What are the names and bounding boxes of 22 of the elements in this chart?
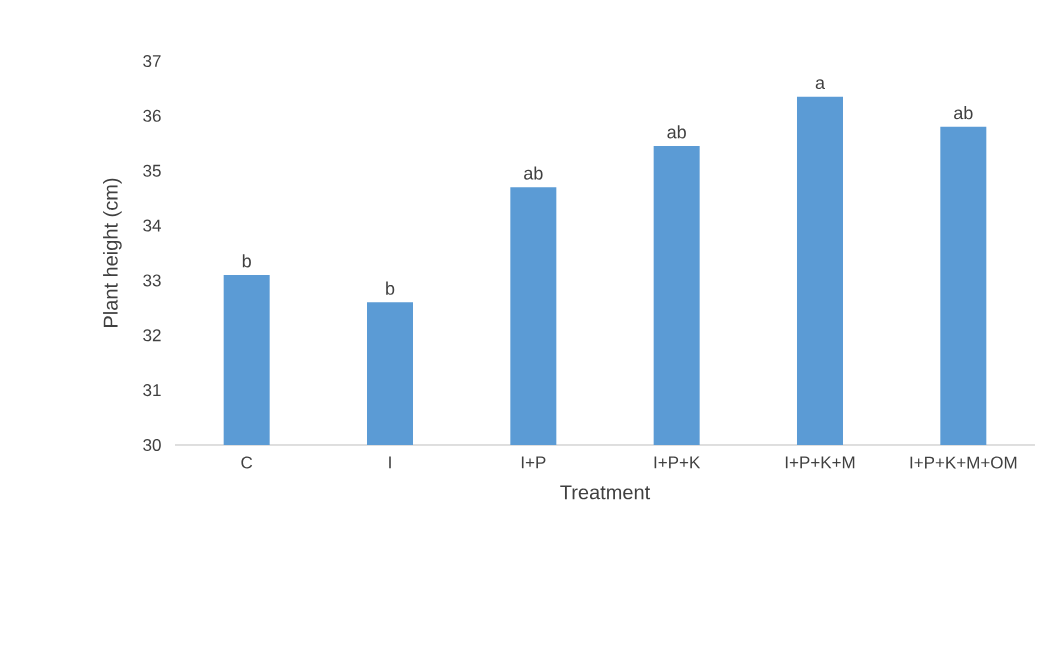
y-tick-label: 37: [143, 54, 161, 68]
y-tick-label: 36: [143, 109, 161, 122]
x-tick-label: I+P+K+M+OM: [910, 456, 1017, 469]
y-tick-label: 31: [143, 384, 161, 397]
annotation: a: [815, 79, 825, 90]
x-tick-label: I+P: [521, 456, 546, 469]
x-tick-label: I: [389, 456, 391, 469]
annotation: b: [242, 254, 251, 268]
annotation: ab: [954, 106, 973, 120]
x-axis-title: Treatment: [560, 485, 651, 500]
x-tick-label: I+P+K+M: [785, 456, 855, 469]
x-tick-label: I+P+K: [654, 456, 701, 469]
annotation: ab: [667, 125, 686, 139]
y-tick-label: 34: [143, 219, 161, 232]
y-tick-label: 30: [143, 438, 161, 452]
annotation: ab: [524, 166, 543, 180]
x-tick-label: C: [241, 456, 253, 469]
y-tick-label: 33: [143, 274, 161, 287]
y-tick-label: 32: [143, 329, 161, 342]
y-axis-title: Plant height (cm): [103, 178, 122, 327]
y-tick-label: 35: [143, 164, 161, 177]
annotation: b: [386, 281, 395, 295]
